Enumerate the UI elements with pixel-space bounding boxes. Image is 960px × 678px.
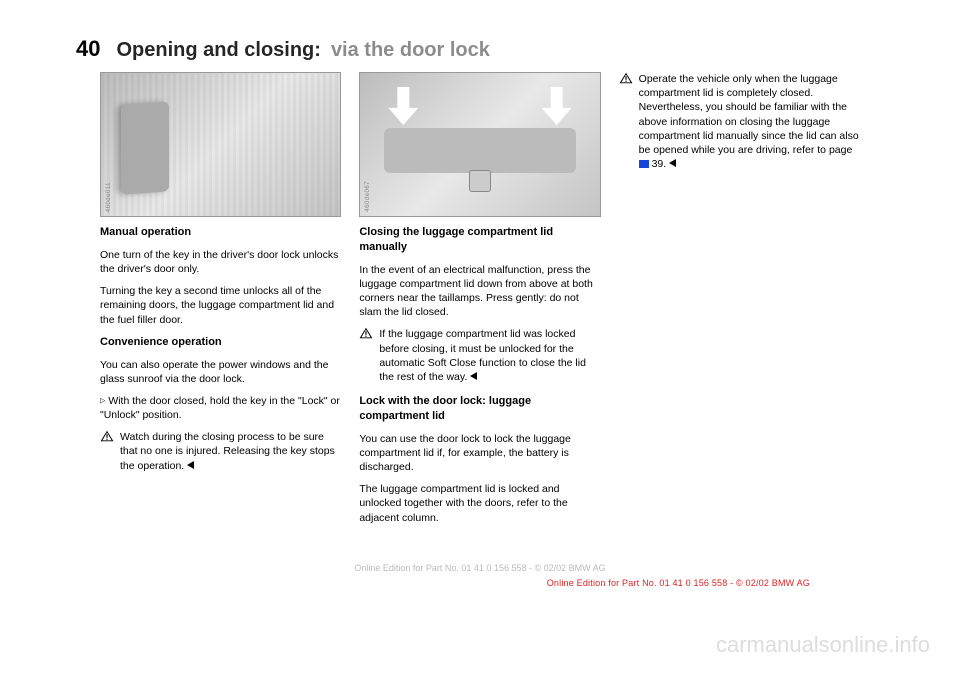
column-2: 460de067 Closing the luggage compartment… xyxy=(359,72,600,533)
body-text: Turning the key a second time unlocks al… xyxy=(100,284,341,327)
content-columns: 460de011 Manual operation One turn of th… xyxy=(100,72,860,533)
warning-icon xyxy=(619,72,633,84)
warning-text: Operate the vehicle only when the luggag… xyxy=(639,72,860,171)
body-text: ▷ With the door closed, hold the key in … xyxy=(100,394,341,422)
body-text: One turn of the key in the driver's door… xyxy=(100,248,341,276)
warning-block: If the luggage compartment lid was locke… xyxy=(359,327,600,384)
end-marker-icon xyxy=(470,372,478,380)
column-3: Operate the vehicle only when the luggag… xyxy=(619,72,860,533)
end-marker-icon xyxy=(187,461,195,469)
page-ref: 39 xyxy=(652,158,664,170)
page-title-main: Opening and closing: xyxy=(116,39,320,62)
heading-lock-lid: Lock with the door lock: luggage compart… xyxy=(359,394,600,424)
body-text: You can also operate the power windows a… xyxy=(100,358,341,386)
arrow-down-icon xyxy=(542,87,572,125)
arrow-down-icon xyxy=(388,87,418,125)
warning-block: Watch during the closing process to be s… xyxy=(100,430,341,473)
page-header: 40 Opening and closing: via the door loc… xyxy=(76,36,860,62)
warning-icon xyxy=(359,327,373,339)
heading-manual-operation: Manual operation xyxy=(100,225,341,240)
heading-convenience: Convenience operation xyxy=(100,335,341,350)
body-text: The luggage compartment lid is locked an… xyxy=(359,482,600,525)
warning-block: Operate the vehicle only when the luggag… xyxy=(619,72,860,171)
body-text: You can use the door lock to lock the lu… xyxy=(359,432,600,475)
column-1: 460de011 Manual operation One turn of th… xyxy=(100,72,341,533)
footer-dim: Online Edition for Part No. 01 41 0 156 … xyxy=(0,563,960,573)
figure-door-lock: 460de011 xyxy=(100,72,341,217)
figure-label: 460de067 xyxy=(364,181,372,212)
end-marker-icon xyxy=(669,159,677,167)
warning-text: If the luggage compartment lid was locke… xyxy=(379,327,600,384)
watermark: carmanualsonline.info xyxy=(716,632,930,658)
warning-text: Watch during the closing process to be s… xyxy=(120,430,341,473)
figure-trunk-lid: 460de067 xyxy=(359,72,600,217)
page-title-sub: via the door lock xyxy=(331,39,490,62)
page-ref-icon xyxy=(639,160,649,168)
heading-close-lid: Closing the luggage compartment lid manu… xyxy=(359,225,600,255)
footer-red: Online Edition for Part No. 01 41 0 156 … xyxy=(547,578,810,588)
bullet-icon: ▷ xyxy=(100,397,105,404)
body-text: In the event of an electrical malfunctio… xyxy=(359,263,600,320)
bullet-text: With the door closed, hold the key in th… xyxy=(100,395,340,421)
page: 40 Opening and closing: via the door loc… xyxy=(0,0,960,678)
figure-label: 460de011 xyxy=(105,182,113,212)
page-number: 40 xyxy=(76,36,100,62)
warning-icon xyxy=(100,430,114,442)
